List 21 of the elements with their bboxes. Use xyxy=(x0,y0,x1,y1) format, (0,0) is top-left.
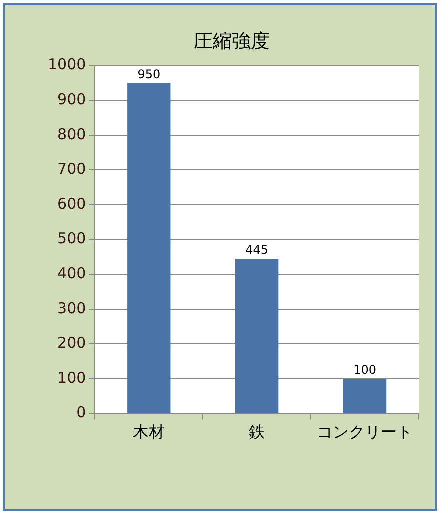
y-tick-label: 700 xyxy=(58,160,86,178)
data-label: 445 xyxy=(246,243,269,258)
data-label: 950 xyxy=(138,67,161,82)
x-tick-label: 木材 xyxy=(133,422,166,442)
data-label: 100 xyxy=(354,363,376,378)
y-tick-label: 300 xyxy=(58,299,86,318)
y-tick-label: 500 xyxy=(58,230,86,248)
y-tick-label: 600 xyxy=(58,194,86,213)
x-tick-label: 鉄 xyxy=(249,422,266,442)
x-tick-label: コンクリート xyxy=(317,422,414,442)
y-tick-label: 900 xyxy=(58,90,86,108)
y-tick-label: 0 xyxy=(76,404,86,422)
y-tick-label: 400 xyxy=(58,264,86,282)
bar xyxy=(343,379,387,414)
bar xyxy=(236,258,279,414)
y-tick-label: 1000 xyxy=(48,56,86,74)
y-tick-label: 800 xyxy=(58,125,86,144)
y-tick-label: 100 xyxy=(58,368,86,387)
bar xyxy=(128,83,171,414)
chart-title: 圧縮強度 xyxy=(194,30,270,52)
y-tick-label: 200 xyxy=(58,334,86,352)
